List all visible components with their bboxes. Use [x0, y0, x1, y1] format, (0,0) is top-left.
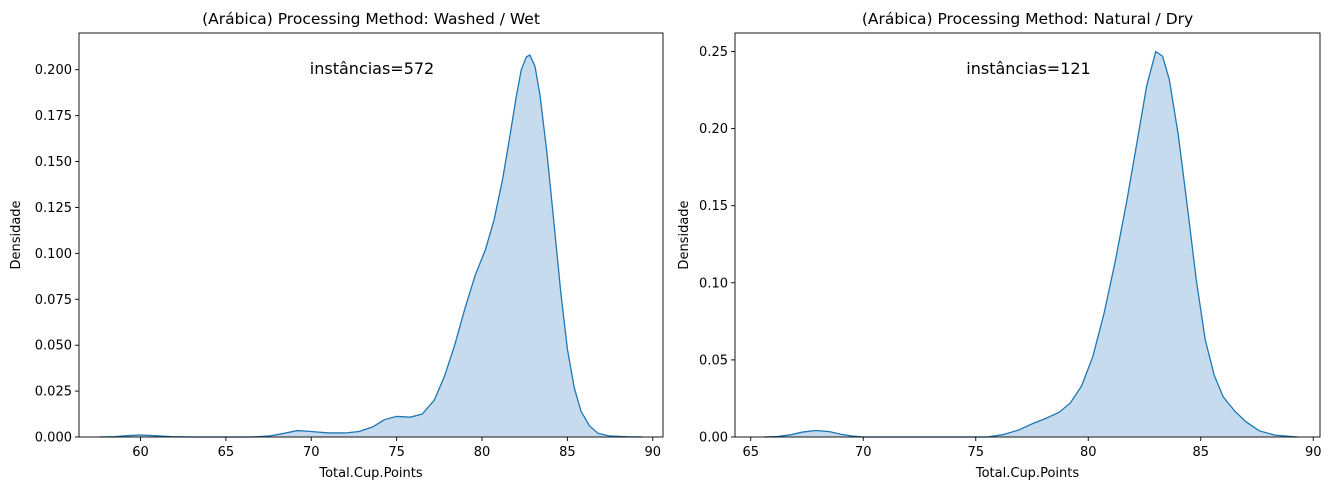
- chart-title: (Arábica) Processing Method: Natural / D…: [862, 10, 1193, 28]
- y-tick-label: 0.00: [699, 431, 728, 446]
- y-tick-label: 0.200: [35, 63, 72, 78]
- y-tick-label: 0.25: [699, 45, 728, 60]
- instances-annotation: instâncias=572: [310, 59, 434, 78]
- chart-natural-dry: 65 70 75 80 85 90 0.00 0.05 0.10 0.15 0.20 0.25 (Ará…: [677, 10, 1322, 481]
- x-axis-label: Total.Cup.Points: [975, 466, 1079, 481]
- chart-washed-wet: 60 65 70 75 80 85 90 0.000 0.025 0.050 0.075 0.100 0…: [9, 10, 664, 481]
- x-axis-label: Total.Cup.Points: [318, 466, 422, 481]
- kde-area-0: [99, 55, 643, 437]
- x-tick-label: 75: [388, 445, 405, 460]
- y-axis-label: Densidade: [677, 200, 692, 269]
- y-tick-label: 0.05: [699, 353, 728, 368]
- y-tick-label: 0.100: [35, 247, 72, 262]
- x-tick-label: 80: [474, 445, 491, 460]
- y-tick-label: 0.20: [699, 122, 728, 137]
- y-tick-label: 0.025: [35, 385, 72, 400]
- x-tick-label: 85: [559, 445, 576, 460]
- chart-title: (Arábica) Processing Method: Washed / We…: [202, 10, 540, 28]
- x-tick-label: 80: [1080, 445, 1097, 460]
- y-tick-label: 0.050: [35, 339, 72, 354]
- instances-annotation: instâncias=121: [966, 59, 1090, 78]
- y-tick-label: 0.175: [35, 109, 72, 124]
- x-tick-label: 90: [1305, 445, 1322, 460]
- axes-frame: [78, 32, 664, 438]
- y-tick-label: 0.10: [699, 276, 728, 291]
- kde-area-0: [764, 51, 1298, 437]
- x-tick-label: 75: [967, 445, 984, 460]
- y-axis-label: Densidade: [9, 200, 24, 269]
- y-tick-label: 0.075: [35, 293, 72, 308]
- x-tick-label: 65: [218, 445, 235, 460]
- y-tick-label: 0.15: [699, 199, 728, 214]
- axes-frame: [734, 32, 1321, 438]
- y-tick-label: 0.150: [35, 155, 72, 170]
- x-tick-label: 90: [644, 445, 661, 460]
- x-tick-label: 85: [1192, 445, 1209, 460]
- y-tick-label: 0.000: [35, 431, 72, 446]
- x-tick-label: 60: [132, 445, 149, 460]
- y-tick-label: 0.125: [35, 201, 72, 216]
- kde-line-0: [764, 50, 1298, 438]
- x-tick-label: 65: [742, 445, 759, 460]
- kde-line-0: [99, 54, 643, 438]
- x-tick-label: 70: [303, 445, 320, 460]
- x-tick-label: 70: [855, 445, 872, 460]
